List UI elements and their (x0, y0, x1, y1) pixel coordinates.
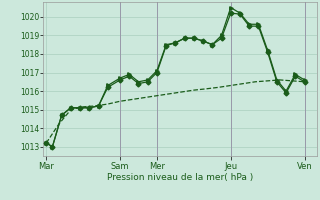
X-axis label: Pression niveau de la mer( hPa ): Pression niveau de la mer( hPa ) (107, 173, 253, 182)
